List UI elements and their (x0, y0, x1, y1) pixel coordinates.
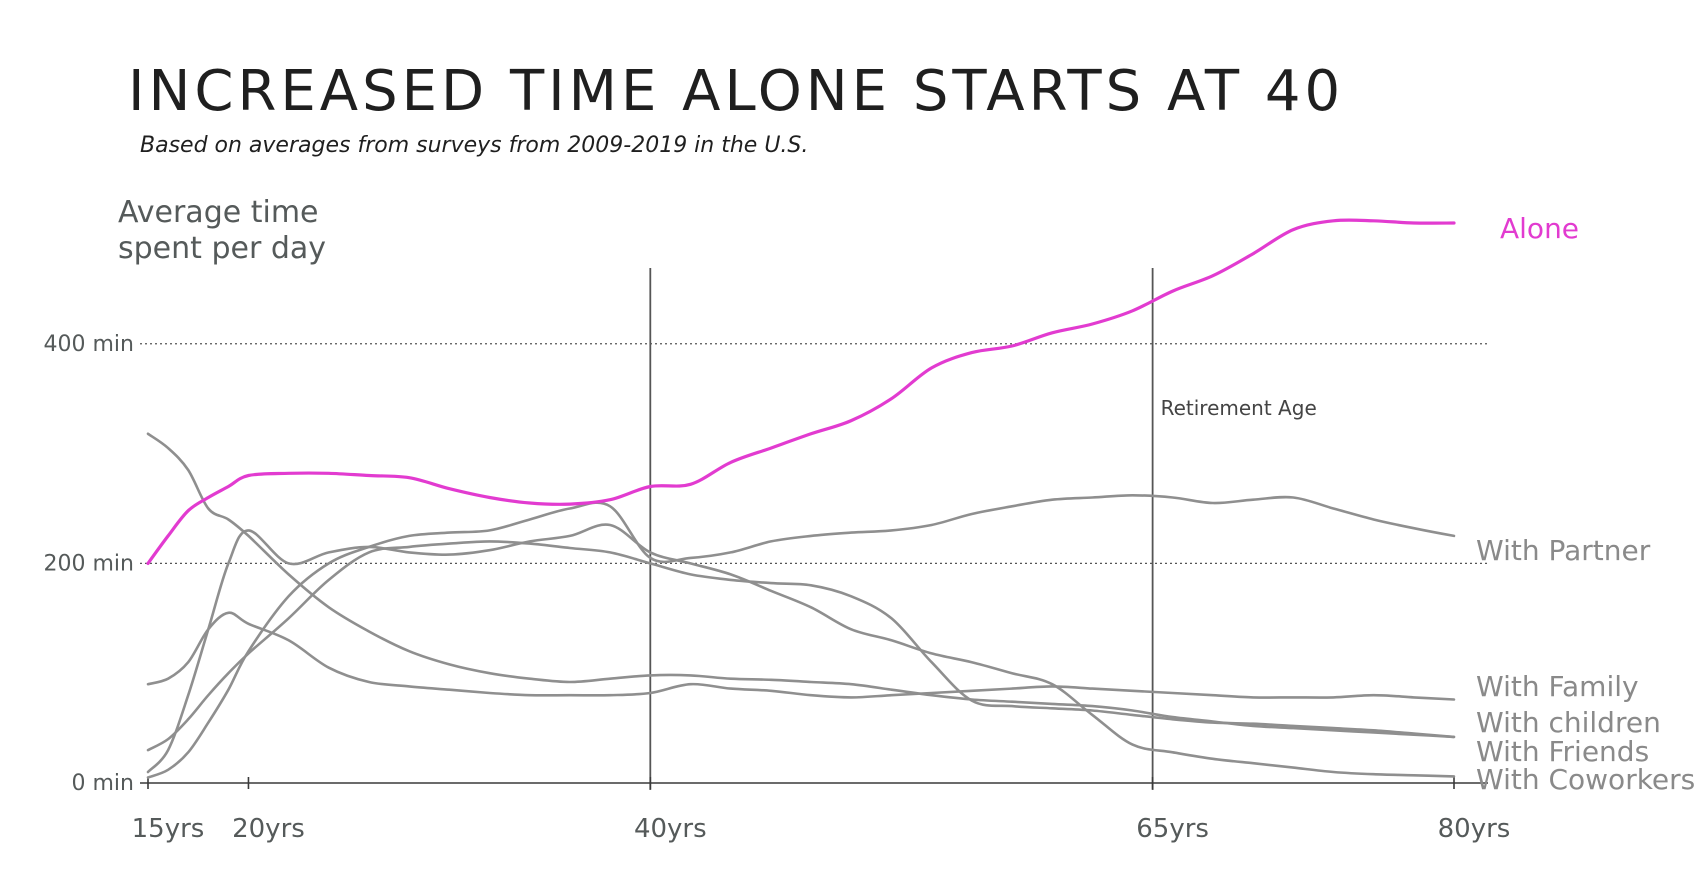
vertical-reference-lines: Retirement Age (649, 268, 1317, 790)
x-tick-label: 40yrs (634, 814, 707, 844)
series-line-with-partner (146, 494, 1456, 779)
y-axis-label: Average time spent per day (118, 195, 326, 266)
y-axis-label-line-2: spent per day (118, 231, 326, 266)
x-tick-label: 20yrs (232, 814, 305, 844)
series-line-with-friends (146, 432, 1456, 739)
y-axis-ticks: 0 min 200 min 400 min (44, 332, 134, 796)
series-label-with-partner: With Partner (1476, 534, 1651, 567)
series-label-alone: Alone (1500, 212, 1579, 245)
series-line-alone (146, 218, 1456, 565)
series-label-with-family: With Family (1476, 670, 1639, 703)
x-tick-label: 80yrs (1438, 814, 1511, 844)
x-axis-ticks: 15yrs 20yrs 40yrs 65yrs 80yrs (132, 777, 1511, 844)
x-tick-label: 65yrs (1136, 814, 1209, 844)
y-tick-label: 200 min (44, 551, 134, 576)
series-line-with-family (146, 611, 1456, 701)
series-label-with-friends: With Friends (1476, 735, 1649, 768)
series-line-with-coworkers (146, 523, 1456, 778)
series-lines (146, 218, 1456, 779)
chart-subtitle: Based on averages from surveys from 2009… (140, 133, 808, 158)
chart-title: INCREASED TIME ALONE STARTS AT 40 (128, 59, 1344, 124)
retirement-age-annotation: Retirement Age (1161, 396, 1317, 420)
y-gridlines (140, 343, 1488, 564)
y-tick-label: 400 min (44, 332, 134, 357)
series-label-with-coworkers: With Coworkers (1476, 763, 1695, 796)
y-tick-label: 0 min (72, 771, 134, 796)
x-tick-label: 15yrs (132, 814, 205, 844)
series-label-with-children: With children (1476, 706, 1661, 739)
y-axis-label-line-1: Average time (118, 195, 319, 230)
series-line-with-children (146, 540, 1456, 752)
